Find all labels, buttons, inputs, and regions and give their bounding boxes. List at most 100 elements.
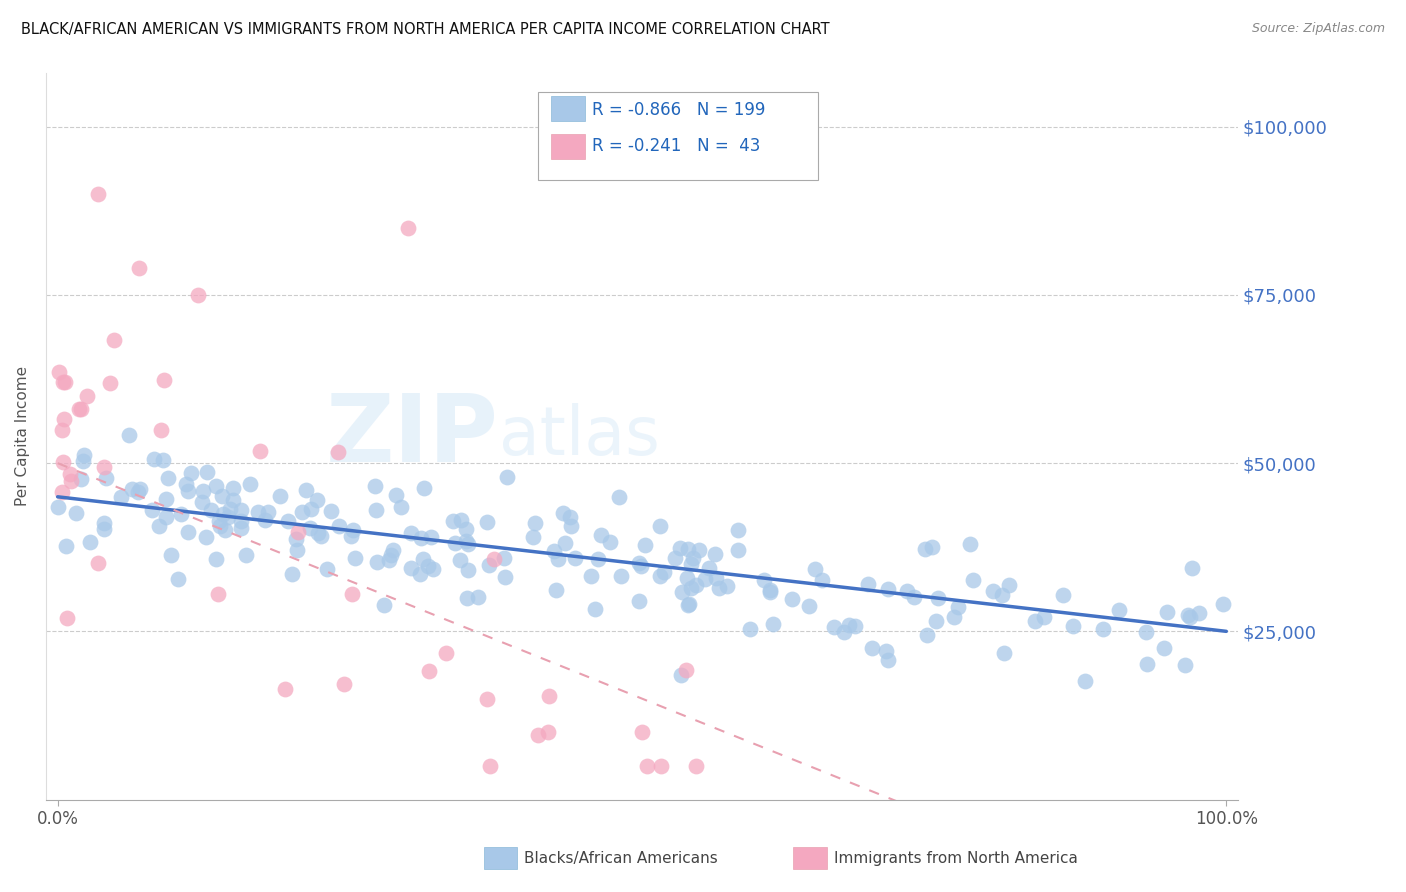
Point <box>48 365 70 379</box>
Point <box>921 540 943 554</box>
Point <box>409 566 432 581</box>
Point <box>94 471 117 485</box>
Point <box>73 449 96 463</box>
Point <box>547 551 569 566</box>
Point <box>419 530 441 544</box>
Point <box>326 445 349 459</box>
Point <box>669 541 692 556</box>
Point <box>413 482 436 496</box>
Point <box>650 519 672 533</box>
Point <box>586 551 609 566</box>
Point <box>631 725 654 739</box>
Point <box>235 548 257 562</box>
Point <box>167 573 190 587</box>
Point <box>67 402 90 417</box>
Point <box>51 485 73 500</box>
Point <box>664 551 686 566</box>
Y-axis label: Per Capita Income: Per Capita Income <box>15 367 30 507</box>
Point <box>443 536 465 550</box>
Point <box>72 453 94 467</box>
Point <box>1032 610 1054 624</box>
Point <box>422 561 444 575</box>
Point <box>103 334 125 348</box>
Point <box>110 491 132 505</box>
Point <box>207 514 229 528</box>
Point <box>599 534 621 549</box>
Point <box>56 611 79 625</box>
Point <box>307 492 329 507</box>
Point <box>191 495 214 509</box>
Point <box>1153 640 1175 655</box>
Point <box>416 559 439 574</box>
Point <box>436 646 458 660</box>
Point <box>1024 614 1046 628</box>
Point <box>607 490 630 504</box>
Point <box>51 423 73 437</box>
Point <box>118 428 141 442</box>
Point <box>52 412 75 426</box>
Point <box>418 664 440 678</box>
Point <box>727 523 749 537</box>
Point <box>704 548 727 562</box>
Text: Immigrants from North America: Immigrants from North America <box>834 851 1077 865</box>
Point <box>149 424 172 438</box>
Point <box>589 528 612 542</box>
Point <box>307 525 329 540</box>
Point <box>79 535 101 549</box>
Point <box>838 618 860 632</box>
Point <box>1181 561 1204 575</box>
Point <box>685 578 707 592</box>
Point <box>449 553 471 567</box>
Point <box>58 467 80 481</box>
Text: Blacks/African Americans: Blacks/African Americans <box>524 851 718 865</box>
Point <box>127 485 149 500</box>
Text: ZIP: ZIP <box>326 391 499 483</box>
Point <box>780 592 803 607</box>
Point <box>544 583 567 598</box>
Point <box>170 507 193 521</box>
Point <box>762 617 785 632</box>
Point <box>148 519 170 533</box>
Point <box>810 573 832 587</box>
Point <box>155 491 177 506</box>
Point <box>1135 625 1157 640</box>
Point <box>208 519 231 533</box>
Point <box>396 220 419 235</box>
Point <box>877 653 900 667</box>
Point <box>917 628 939 642</box>
Point <box>378 552 401 566</box>
Point <box>298 521 321 535</box>
Point <box>634 538 657 552</box>
Point <box>152 453 174 467</box>
Point <box>399 525 422 540</box>
Point <box>494 570 516 584</box>
Point <box>309 528 332 542</box>
Point <box>496 470 519 484</box>
Point <box>412 551 434 566</box>
Point <box>291 505 314 519</box>
Point <box>364 479 387 493</box>
Point <box>257 505 280 519</box>
Point <box>457 563 479 577</box>
Point <box>295 483 318 498</box>
Point <box>628 594 651 608</box>
Point <box>558 510 581 524</box>
Point <box>524 516 547 530</box>
Point <box>211 489 233 503</box>
Point <box>143 452 166 467</box>
Point <box>389 500 412 514</box>
Point <box>697 561 720 575</box>
Point <box>385 488 408 502</box>
Point <box>896 584 918 599</box>
Point <box>187 288 209 302</box>
Point <box>669 668 692 682</box>
Point <box>991 588 1014 602</box>
Point <box>98 376 121 390</box>
Point <box>538 689 561 703</box>
Point <box>652 565 675 579</box>
Point <box>366 555 388 569</box>
Point <box>1187 606 1209 620</box>
Point <box>121 482 143 496</box>
Point <box>676 571 699 585</box>
Point <box>254 513 277 527</box>
